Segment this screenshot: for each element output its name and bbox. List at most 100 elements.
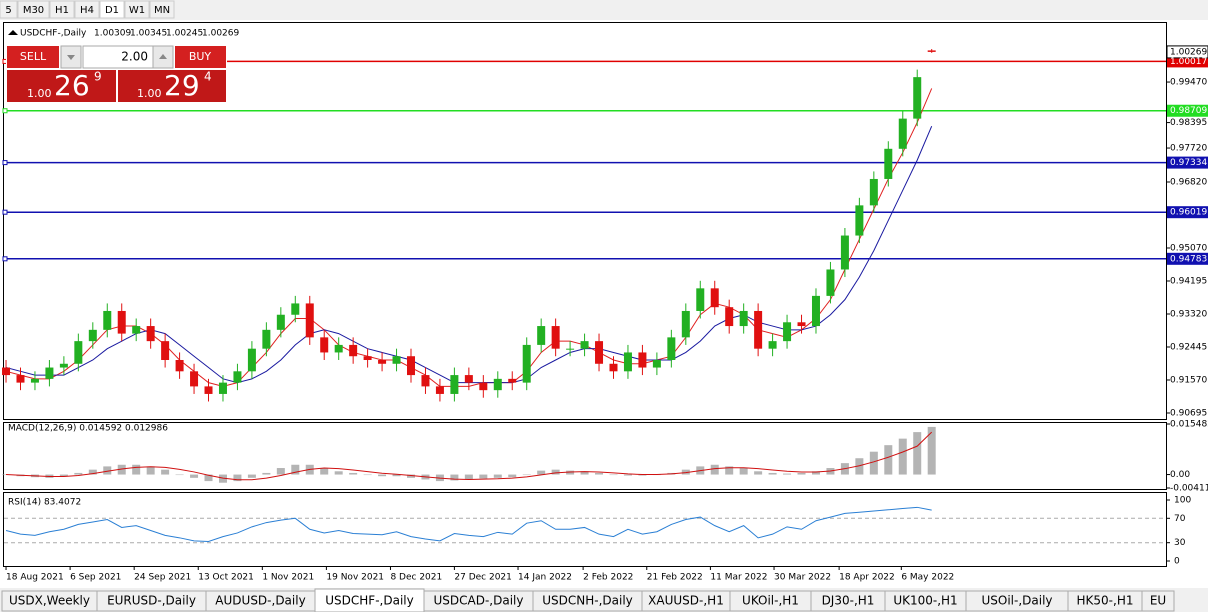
buy-big: 29 [164, 69, 200, 102]
candle-body [522, 344, 531, 383]
macd-bar [146, 466, 155, 475]
macd-bar [233, 474, 242, 482]
timeframe-button[interactable] [99, 0, 125, 19]
candle-body [161, 341, 170, 360]
candle-body [190, 371, 199, 387]
macd-bar [855, 458, 864, 475]
x-tick-label: 14 Jan 2022 [518, 573, 572, 583]
candle-body [421, 375, 430, 387]
timeframe-button[interactable] [17, 0, 50, 19]
candle-body [551, 326, 560, 349]
timeframe-button[interactable] [0, 0, 18, 19]
macd-bar [811, 471, 820, 475]
candle-body [927, 50, 936, 52]
candle-body [132, 326, 141, 334]
buy-button[interactable] [175, 46, 226, 68]
x-tick-label: 8 Dec 2021 [390, 573, 442, 583]
candle-body [450, 375, 459, 394]
y-tick-label: 0.95070 [1170, 243, 1207, 253]
level-handle[interactable] [2, 256, 8, 262]
x-tick-label: 21 Feb 2022 [647, 573, 703, 583]
timeframe-button[interactable] [74, 0, 100, 19]
macd-bar [710, 464, 719, 475]
macd-bar [522, 474, 531, 476]
candle-body [88, 329, 97, 342]
tab-label: USDCNH-,Daily [542, 594, 633, 608]
sell-price-box[interactable] [7, 70, 116, 102]
candle-body [218, 382, 227, 394]
tab-label: DJ30-,H1 [822, 594, 875, 608]
macd-bar [797, 472, 806, 475]
level-handle[interactable] [2, 160, 8, 166]
candle-body [74, 341, 83, 364]
y-tick-label: 0.94195 [1170, 276, 1207, 286]
candle-body [595, 341, 604, 364]
candle-body [30, 378, 39, 383]
collapse-icon [8, 30, 18, 35]
candle-body [45, 367, 54, 379]
y-tick-label: -0.004117 [1170, 484, 1208, 494]
candle-body [464, 375, 473, 383]
macd-bar [898, 438, 907, 475]
macd-bar [161, 469, 170, 475]
candle-body [739, 310, 748, 327]
level-label: 1.00017 [1170, 57, 1207, 67]
tab-label: AUDUSD-,Daily [215, 594, 305, 608]
macd-bar [927, 426, 936, 475]
macd-bar [551, 469, 560, 475]
timeframe-label: D1 [105, 5, 119, 16]
chart-window [0, 20, 1208, 588]
macd-bar [913, 432, 922, 475]
level-label: 0.98709 [1170, 106, 1207, 116]
candle-body [262, 329, 271, 349]
level-label: 0.94783 [1170, 254, 1207, 264]
timeframe-label: 5 [5, 5, 11, 16]
timeframe-button[interactable] [49, 0, 75, 19]
macd-bar [204, 474, 213, 482]
candle-body [725, 307, 734, 327]
level-label: 0.97334 [1170, 158, 1207, 168]
tab[interactable] [1141, 590, 1175, 612]
macd-bar [566, 470, 575, 475]
timeframe-label: MN [154, 5, 170, 16]
y-tick-label: 0.97720 [1170, 144, 1207, 154]
y-tick-label: 100 [1174, 496, 1191, 506]
ohlc-high: 1.00345 [130, 29, 167, 39]
macd-bar [884, 445, 893, 475]
macd-bar [175, 474, 184, 476]
candle-body [638, 352, 647, 368]
y-tick-label: 0 [1174, 557, 1180, 567]
timeframe-button[interactable] [149, 0, 175, 19]
candle-body [363, 356, 372, 360]
x-tick-label: 30 Mar 2022 [774, 573, 831, 583]
candle-body [580, 341, 589, 349]
toolbar [0, 0, 1208, 20]
candle-body [146, 326, 155, 342]
candle-body [103, 310, 112, 330]
x-tick-label: 19 Nov 2021 [326, 573, 384, 583]
macd-bar [407, 474, 416, 478]
level-handle[interactable] [2, 108, 8, 114]
level-handle[interactable] [2, 209, 8, 215]
macd-bar [623, 474, 632, 476]
tab-label: EU [1150, 594, 1166, 608]
tab-label: USDCHF-,Daily [325, 594, 413, 608]
sell-button[interactable] [7, 46, 59, 68]
buy-price-box[interactable] [118, 70, 226, 102]
candle-body [16, 375, 25, 383]
up-arrow [159, 54, 167, 59]
x-tick-label: 2 Feb 2022 [583, 573, 633, 583]
macd-bar [190, 474, 199, 478]
sell-prefix: 1.00 [27, 87, 52, 100]
tab-label: USOil-,Daily [981, 594, 1052, 608]
candle-body [407, 356, 416, 376]
timeframe-button[interactable] [124, 0, 150, 19]
candle-body [652, 359, 661, 368]
lot-value: 2.00 [121, 50, 148, 64]
candle-body [869, 178, 878, 206]
candle-body [797, 322, 806, 327]
macd-bar [392, 474, 401, 477]
candle-body [811, 295, 820, 327]
macd-bar [479, 474, 488, 479]
